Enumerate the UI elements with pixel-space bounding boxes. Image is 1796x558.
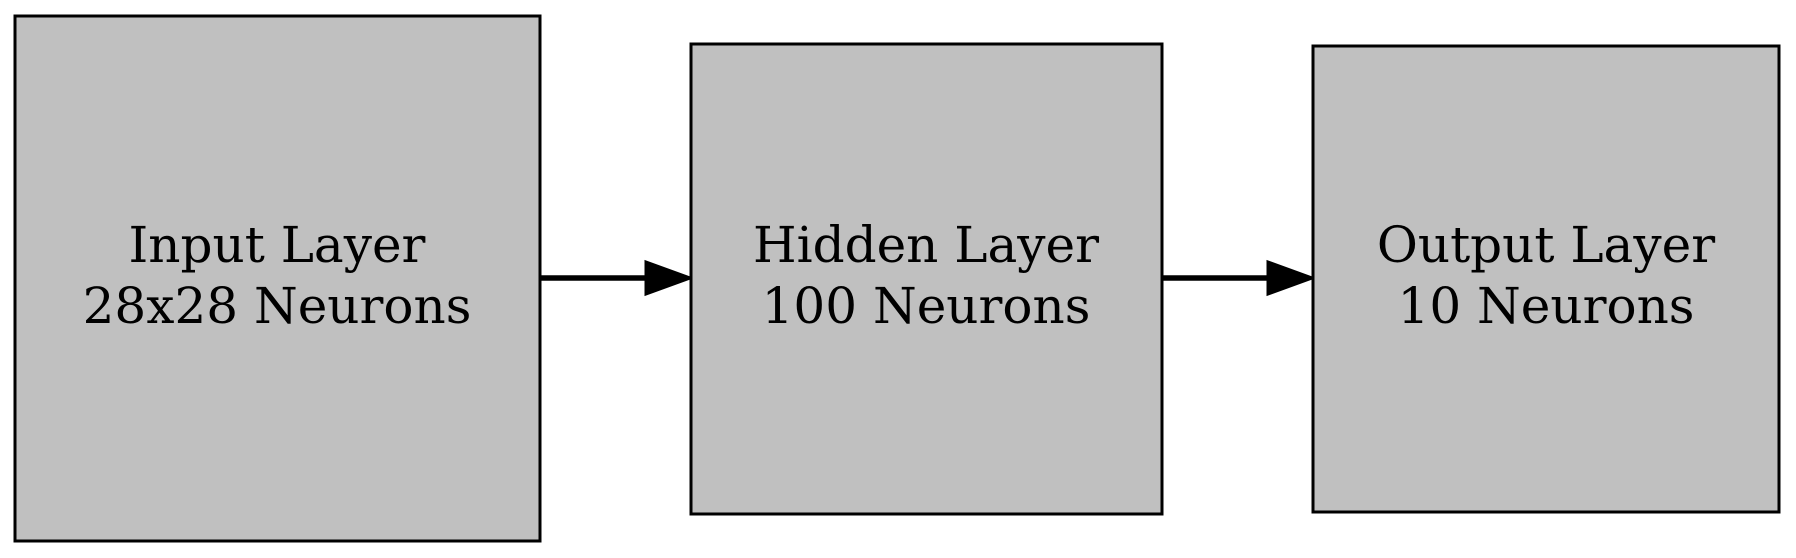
node-output-subtitle: 10 Neurons: [1398, 277, 1695, 335]
arrowhead-icon: [644, 259, 695, 297]
node-hidden-layer: Hidden Layer 100 Neurons: [689, 42, 1164, 516]
edge-input-to-hidden: [540, 259, 695, 297]
node-input-layer: Input Layer 28x28 Neurons: [13, 14, 542, 543]
node-input-box: [13, 14, 542, 543]
node-hidden-title: Hidden Layer: [753, 216, 1099, 274]
node-hidden-box: [689, 42, 1164, 516]
edge-hidden-to-output: [1162, 259, 1317, 297]
node-input-title: Input Layer: [129, 216, 426, 274]
node-hidden-subtitle: 100 Neurons: [762, 277, 1091, 335]
arrowhead-icon: [1266, 259, 1317, 297]
node-output-layer: Output Layer 10 Neurons: [1311, 44, 1781, 514]
node-input-subtitle: 28x28 Neurons: [83, 277, 472, 335]
node-output-title: Output Layer: [1377, 216, 1715, 274]
node-output-box: [1311, 44, 1781, 514]
